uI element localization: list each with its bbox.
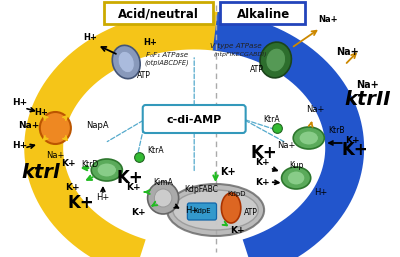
Text: ktrl: ktrl: [21, 163, 60, 182]
Text: Na+: Na+: [336, 47, 359, 57]
Ellipse shape: [91, 159, 122, 181]
Text: K+: K+: [250, 144, 277, 162]
Text: Na+: Na+: [356, 80, 378, 90]
FancyBboxPatch shape: [104, 2, 213, 24]
FancyBboxPatch shape: [187, 203, 216, 220]
Text: H+: H+: [12, 98, 27, 107]
Text: K+: K+: [116, 169, 143, 187]
Text: c-di-AMP: c-di-AMP: [166, 115, 222, 125]
Text: K+: K+: [68, 194, 95, 212]
Text: H+: H+: [83, 33, 97, 42]
Text: H+: H+: [144, 38, 158, 47]
Ellipse shape: [293, 127, 324, 149]
Text: H+: H+: [314, 188, 327, 197]
Text: K+: K+: [66, 183, 80, 192]
Text: F₀F₁ ATPase: F₀F₁ ATPase: [146, 52, 188, 58]
Ellipse shape: [260, 42, 292, 78]
Text: Na+: Na+: [318, 15, 338, 24]
Ellipse shape: [112, 45, 140, 79]
Ellipse shape: [173, 190, 258, 230]
Text: K+: K+: [220, 167, 236, 177]
Ellipse shape: [287, 171, 305, 185]
Text: K+: K+: [126, 183, 140, 192]
Text: K+: K+: [132, 208, 146, 217]
Ellipse shape: [266, 48, 286, 72]
Text: ATP: ATP: [250, 65, 264, 74]
Text: Na+: Na+: [306, 105, 325, 114]
Ellipse shape: [118, 51, 134, 73]
Text: KtrD: KtrD: [82, 160, 99, 169]
Text: ATP: ATP: [137, 71, 151, 80]
Text: KtrA: KtrA: [264, 115, 280, 124]
Circle shape: [40, 112, 71, 144]
Text: K+: K+: [255, 158, 270, 167]
Text: Acid/neutral: Acid/neutral: [118, 7, 199, 21]
Text: ATP: ATP: [244, 208, 258, 217]
Text: KtrB: KtrB: [328, 126, 345, 135]
Text: K+: K+: [342, 141, 368, 159]
Text: Na+: Na+: [277, 141, 296, 150]
FancyBboxPatch shape: [220, 2, 305, 24]
Ellipse shape: [299, 131, 318, 145]
Text: Alkaline: Alkaline: [236, 7, 290, 21]
Text: H+: H+: [186, 206, 199, 215]
Ellipse shape: [97, 163, 116, 177]
Text: Na+: Na+: [46, 151, 64, 160]
Circle shape: [148, 182, 179, 214]
Ellipse shape: [221, 193, 241, 223]
Ellipse shape: [282, 167, 311, 189]
Text: H+: H+: [12, 141, 27, 150]
Text: Kup: Kup: [289, 161, 303, 170]
Text: KtrA: KtrA: [148, 146, 164, 155]
Text: K+: K+: [255, 178, 270, 187]
Text: KimA: KimA: [153, 178, 173, 187]
Circle shape: [154, 189, 172, 207]
Text: Na+: Na+: [18, 121, 40, 130]
Text: KdpD: KdpD: [228, 191, 246, 197]
Text: KdpFABC: KdpFABC: [184, 185, 218, 194]
Text: (ntpFIKECGABDI): (ntpFIKECGABDI): [214, 52, 268, 57]
Text: K+: K+: [345, 136, 360, 145]
Text: K+: K+: [230, 226, 245, 235]
Ellipse shape: [167, 184, 264, 236]
Text: KdpE: KdpE: [193, 208, 211, 214]
Text: H+: H+: [34, 108, 48, 117]
Text: V type ATPase: V type ATPase: [210, 43, 262, 49]
Text: (otplABCDFE): (otplABCDFE): [145, 60, 189, 67]
Text: H+: H+: [96, 193, 110, 202]
Text: ktrII: ktrII: [345, 90, 391, 109]
Text: K+: K+: [61, 159, 75, 168]
Text: NapA: NapA: [86, 121, 109, 130]
FancyBboxPatch shape: [143, 105, 246, 133]
